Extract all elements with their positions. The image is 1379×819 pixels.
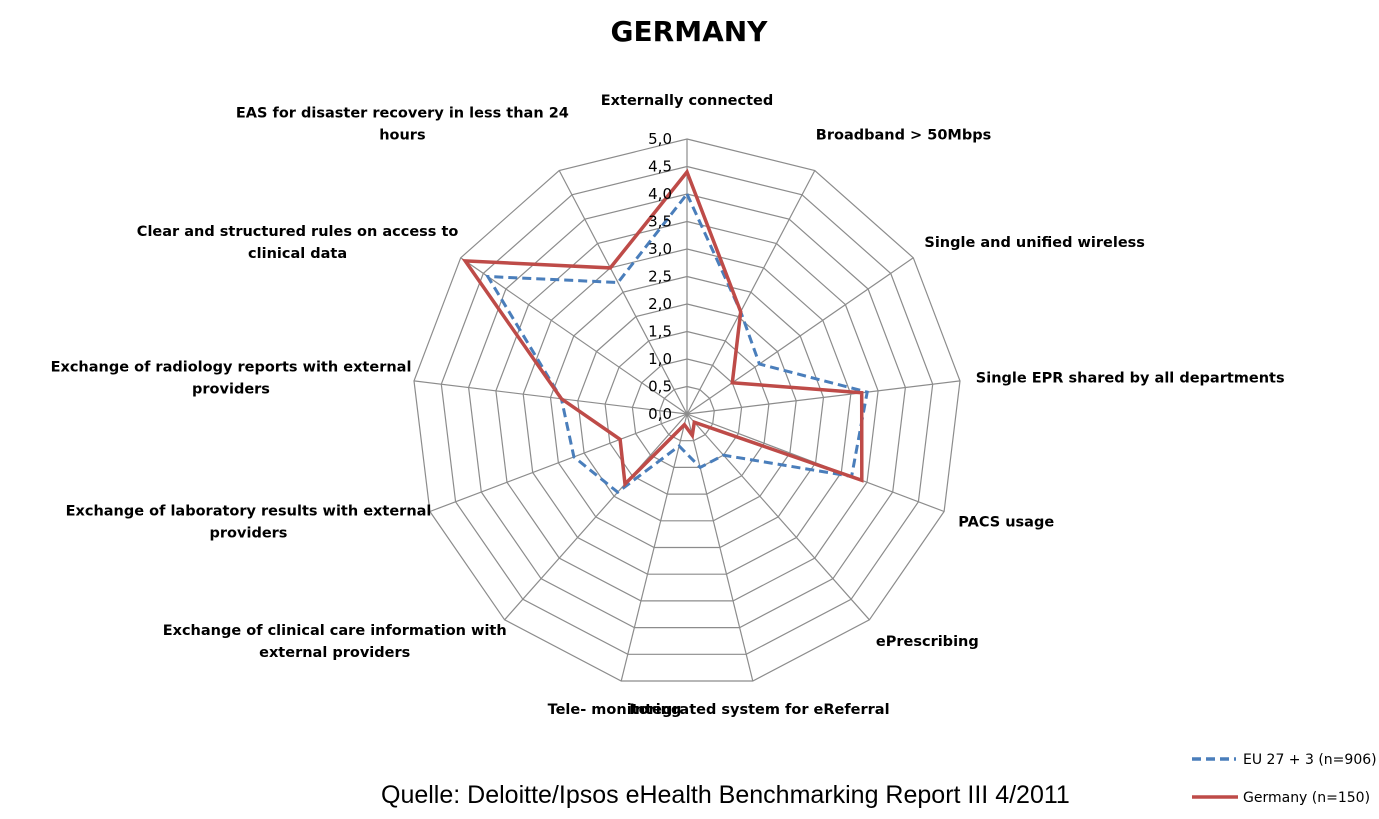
tick-label: 1,5 xyxy=(648,323,672,341)
category-label: Exchange of laboratory results with exte… xyxy=(66,503,432,519)
category-label: Integrated system for eReferral xyxy=(629,702,889,718)
grid-ring xyxy=(659,385,715,442)
tick-label: 1,0 xyxy=(648,350,672,368)
source-note: Quelle: Deloitte/Ipsos eHealth Benchmark… xyxy=(381,781,1070,809)
tick-label: 0,0 xyxy=(648,405,672,423)
category-label: Externally connected xyxy=(601,93,774,109)
category-label: providers xyxy=(192,382,270,398)
tick-label: 3,0 xyxy=(648,240,672,258)
category-label: external providers xyxy=(259,645,410,661)
tick-label: 4,5 xyxy=(648,158,672,176)
category-label: clinical data xyxy=(248,246,347,262)
category-label: Exchange of radiology reports with exter… xyxy=(51,360,412,376)
tick-labels: 0,0 0,5 1,0 1,5 2,0 2,5 3,0 3,5 4,0 4,5 5,0 xyxy=(648,130,672,423)
grid-spoke xyxy=(686,413,754,682)
grid-ring xyxy=(631,358,743,468)
grid-ring xyxy=(440,165,934,655)
category-label: ePrescribing xyxy=(876,634,979,650)
chart-title: GERMANY xyxy=(611,15,769,48)
category-label: Broadband > 50Mbps xyxy=(816,128,991,144)
grid-spoke xyxy=(429,413,688,513)
legend: EU 27 + 3 (n=906) Germany (n=150) xyxy=(1192,752,1377,806)
axis-labels: Externally connected Broadband > 50Mbps Si… xyxy=(51,93,1285,718)
grid-spoke xyxy=(504,413,688,621)
grid-ring xyxy=(604,330,770,495)
category-label: PACS usage xyxy=(958,514,1054,530)
tick-label: 3,5 xyxy=(648,213,672,231)
series-line-eu xyxy=(485,191,869,495)
grid-ring xyxy=(549,275,825,549)
grid-ring xyxy=(413,138,961,682)
category-label: Single and unified wireless xyxy=(924,235,1145,251)
grid-spoke xyxy=(686,170,816,415)
category-label: hours xyxy=(379,128,425,144)
tick-label: 5,0 xyxy=(648,130,672,148)
grid-ring xyxy=(495,220,879,602)
category-label: Tele- monitoring xyxy=(548,702,682,718)
category-label: providers xyxy=(210,525,288,541)
grid-spoke xyxy=(686,413,870,621)
grid-spoke xyxy=(413,380,688,415)
tick-label: 2,5 xyxy=(648,268,672,286)
grid-ring xyxy=(467,193,907,629)
legend-label-germany: Germany (n=150) xyxy=(1243,790,1370,806)
legend-label-eu: EU 27 + 3 (n=906) xyxy=(1243,752,1377,768)
series-line-germany xyxy=(461,168,864,488)
radar-grid xyxy=(413,138,961,682)
series-layer xyxy=(461,168,869,495)
grid-spoke xyxy=(686,380,961,415)
grid-spoke xyxy=(558,170,688,415)
category-label: EAS for disaster recovery in less than 2… xyxy=(236,106,569,122)
tick-label: 0,5 xyxy=(648,378,672,396)
category-label: Exchange of clinical care information wi… xyxy=(163,623,507,639)
tick-label: 2,0 xyxy=(648,295,672,313)
category-label: Single EPR shared by all departments xyxy=(976,371,1285,387)
grid-ring xyxy=(522,248,852,575)
grid-spoke xyxy=(686,257,914,415)
grid-spoke xyxy=(460,257,688,415)
grid-ring xyxy=(577,303,797,522)
category-label: Clear and structured rules on access to xyxy=(137,224,459,240)
grid-spoke xyxy=(620,413,688,682)
tick-label: 4,0 xyxy=(648,185,672,203)
